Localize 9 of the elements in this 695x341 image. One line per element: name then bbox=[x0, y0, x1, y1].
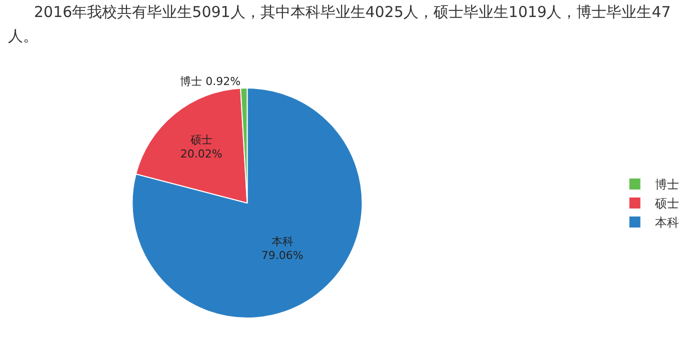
data-label: 79.06% bbox=[261, 249, 304, 262]
legend-label: 博士 bbox=[654, 178, 679, 192]
legend-label: 硕士 bbox=[654, 196, 679, 211]
slice-label: 本科 bbox=[271, 234, 294, 248]
category-label: 博士 0.92% bbox=[180, 75, 241, 88]
slice-label: 硕士 bbox=[189, 133, 212, 146]
legend-label: 本科 bbox=[654, 216, 679, 230]
chart-title: 2016年我校共有毕业生5091人，其中本科毕业生4025人，硕士毕业生1019人，博士毕业生47人。 bbox=[7, 2, 672, 47]
data-label: 20.02% bbox=[180, 148, 222, 161]
